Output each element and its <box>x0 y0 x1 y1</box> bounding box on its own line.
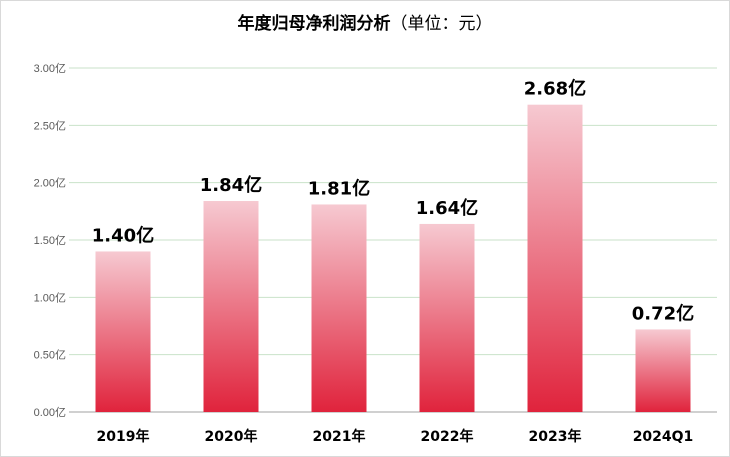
y-tick-label: 2.50亿 <box>34 119 66 132</box>
data-label: 0.72亿 <box>632 302 694 324</box>
data-label: 1.64亿 <box>416 197 478 219</box>
x-tick-label: 2024Q1 <box>633 429 694 445</box>
y-tick-label: 0.00亿 <box>34 406 66 419</box>
x-tick-label: 2022年 <box>421 428 474 445</box>
data-label: 1.84亿 <box>200 174 262 196</box>
bar <box>311 204 367 412</box>
data-label: 1.81亿 <box>308 177 370 199</box>
bars <box>95 104 691 413</box>
y-tick-label: 1.00亿 <box>34 291 66 304</box>
y-tick-label: 1.50亿 <box>34 234 66 247</box>
chart-title-main: 年度归母净利润分析 <box>237 14 391 34</box>
bar <box>203 201 259 412</box>
x-tick-label: 2020年 <box>205 428 258 445</box>
data-label: 2.68亿 <box>524 78 586 100</box>
y-tick-label: 0.50亿 <box>34 349 66 362</box>
grid-lines <box>69 67 717 413</box>
data-label: 1.40亿 <box>92 224 154 246</box>
x-tick-label: 2019年 <box>97 428 150 445</box>
chart-title: 年度归母净利润分析（单位：元） <box>1 9 729 34</box>
bar <box>635 329 691 412</box>
chart-title-unit: （单位：元） <box>390 14 493 34</box>
x-tick-label: 2021年 <box>313 428 366 445</box>
labels: 0.00亿 0.50亿 1.00亿 1.50亿 2.00亿 2.50亿 3.00亿 1.40亿… <box>34 62 695 445</box>
y-tick-label: 2.00亿 <box>34 177 66 190</box>
bar <box>527 104 583 413</box>
x-tick-label: 2023年 <box>529 428 582 445</box>
bar <box>95 251 151 412</box>
bar <box>419 223 475 412</box>
y-tick-label: 3.00亿 <box>34 62 66 75</box>
